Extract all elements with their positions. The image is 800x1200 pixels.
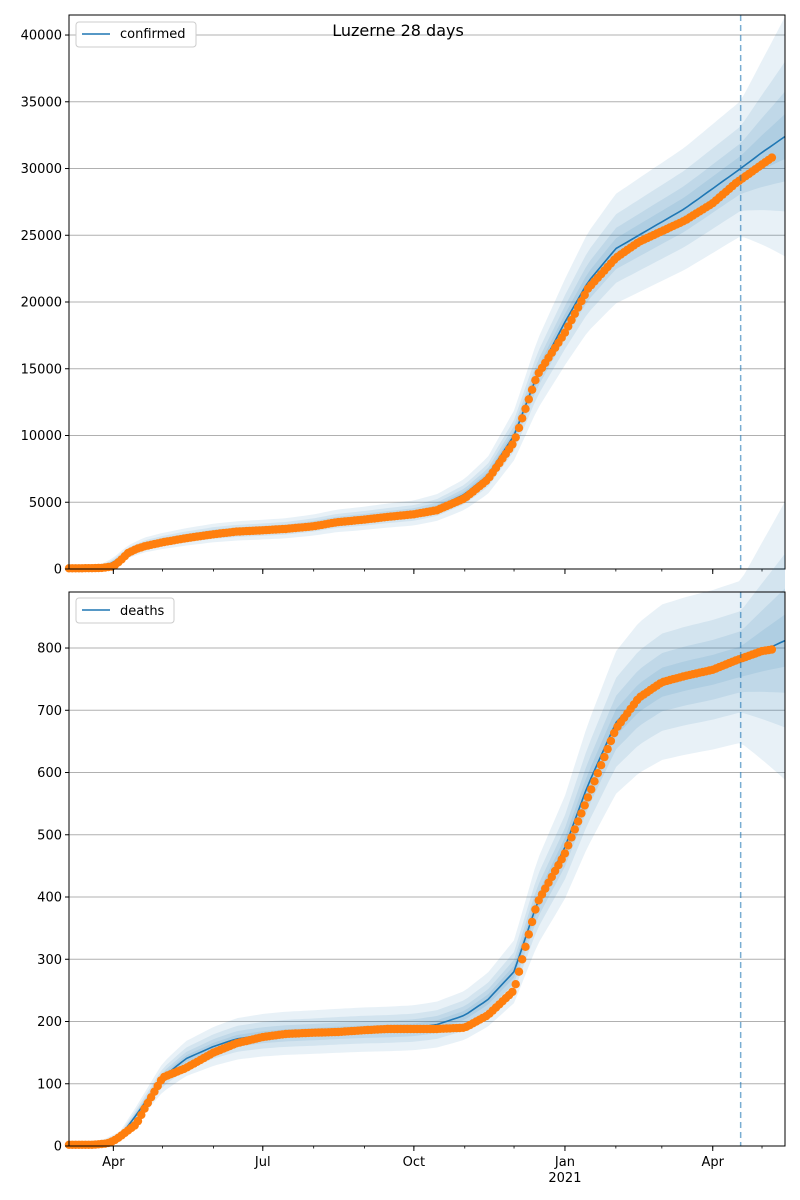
deaths-observed-point (133, 1116, 143, 1126)
confirmed-observed-points (64, 153, 777, 573)
deaths-panel: 0 100 200 300 400 500 600 700 800 Apr Jul Oct Jan20… (37, 501, 786, 1186)
deaths-observed-point (767, 645, 777, 654)
confirmed-legend: confirmed (75, 21, 197, 48)
deaths-observed-point (596, 761, 606, 770)
deaths-observed-point (587, 785, 596, 794)
confirmed-observed-point (580, 290, 589, 300)
confirmed-plot-area (69, 15, 785, 569)
deaths-observed-point (531, 905, 540, 914)
deaths-observed-point (570, 825, 579, 834)
deaths-band-3 (69, 588, 785, 1146)
confirmed-y-axis: 0 5000 10000 15000 20000 25000 30000 35000 40000 (21, 29, 69, 578)
deaths-observed-point (606, 736, 616, 746)
confirmed-y-tick-label: 30000 (21, 162, 62, 177)
deaths-legend-box (75, 597, 175, 624)
confirmed-axes-frame (68, 14, 786, 570)
deaths-y-axis: 0 100 200 300 400 500 600 700 800 (37, 642, 69, 1155)
confirmed-y-tick-label: 40000 (21, 29, 62, 44)
deaths-observed-point (567, 833, 576, 842)
deaths-y-tick-label: 500 (37, 828, 62, 843)
deaths-observed-point (590, 777, 599, 786)
deaths-observed-point (527, 917, 537, 927)
confirmed-legend-label: confirmed (120, 27, 186, 42)
deaths-observed-point (583, 793, 593, 802)
deaths-legend-label: deaths (120, 604, 165, 619)
deaths-observed-point (600, 752, 609, 762)
deaths-x-tick-year-label: 2021 (548, 1171, 581, 1186)
deaths-observed-point (511, 980, 520, 989)
confirmed-observed-point (560, 328, 570, 337)
deaths-y-tick-label: 100 (37, 1077, 62, 1092)
deaths-x-tick-label: Jan (554, 1155, 575, 1170)
confirmed-observed-point (577, 297, 586, 306)
confirmed-legend-box (75, 21, 197, 48)
confirmed-y-tick-label: 15000 (21, 362, 62, 377)
deaths-y-tick-label: 800 (37, 642, 62, 657)
deaths-observed-point (593, 769, 602, 778)
confirmed-y-tick-label: 10000 (21, 429, 62, 444)
deaths-x-tick-label: Jul (254, 1155, 271, 1170)
deaths-y-tick-label: 700 (37, 704, 62, 719)
deaths-legend: deaths (75, 597, 175, 624)
deaths-x-tick-label: Apr (102, 1155, 125, 1170)
confirmed-observed-point (767, 153, 777, 162)
confirmed-observed-point (527, 385, 537, 394)
confirmed-observed-point (531, 376, 540, 385)
confirmed-x-axis (112, 569, 763, 574)
deaths-y-tick-label: 600 (37, 766, 62, 781)
deaths-band-1 (69, 501, 785, 1146)
confirmed-y-tick-label: 0 (54, 563, 62, 578)
confirmed-observed-point (567, 315, 576, 325)
confirmed-observed-point (573, 303, 583, 312)
deaths-observed-point (603, 744, 612, 754)
confirmed-observed-point (514, 423, 524, 433)
deaths-y-tick-label: 0 (54, 1140, 62, 1155)
confirmed-observed-point (508, 440, 517, 449)
chart-title: Luzerne 28 days (332, 21, 464, 40)
deaths-x-tick-label: Apr (701, 1155, 724, 1170)
deaths-observed-point (577, 809, 586, 818)
deaths-gridlines (69, 647, 785, 1085)
deaths-observed-point (573, 817, 583, 826)
deaths-observed-point (524, 930, 533, 939)
confirmed-y-tick-label: 25000 (21, 229, 62, 244)
deaths-axes-frame (68, 591, 786, 1147)
deaths-y-tick-label: 200 (37, 1015, 62, 1030)
confirmed-panel: 0 5000 10000 15000 20000 25000 30000 35000 40000… (21, 14, 786, 578)
deaths-x-tick-label: Oct (403, 1155, 425, 1170)
deaths-y-tick-label: 300 (37, 953, 62, 968)
deaths-y-tick-label: 400 (37, 891, 62, 906)
confirmed-observed-point (524, 395, 533, 404)
confirmed-observed-point (570, 309, 579, 318)
deaths-observed-point (518, 955, 527, 964)
confirmed-observed-point (564, 322, 573, 331)
deaths-observed-point (521, 942, 530, 951)
confirmed-y-tick-label: 5000 (29, 496, 62, 511)
confirmed-observed-point (518, 414, 527, 423)
confirmed-observed-point (521, 404, 530, 413)
deaths-observed-point (580, 801, 589, 810)
deaths-observed-point (560, 849, 570, 858)
deaths-observed-point (610, 728, 619, 738)
deaths-observed-point (514, 967, 524, 976)
confirmed-observed-point (511, 433, 520, 442)
confirmed-y-tick-label: 35000 (21, 95, 62, 110)
deaths-observed-points (64, 645, 777, 1150)
confirmed-y-tick-label: 20000 (21, 296, 62, 311)
deaths-observed-point (564, 841, 573, 850)
deaths-observed-point (508, 987, 517, 997)
deaths-observed-point (137, 1110, 146, 1120)
